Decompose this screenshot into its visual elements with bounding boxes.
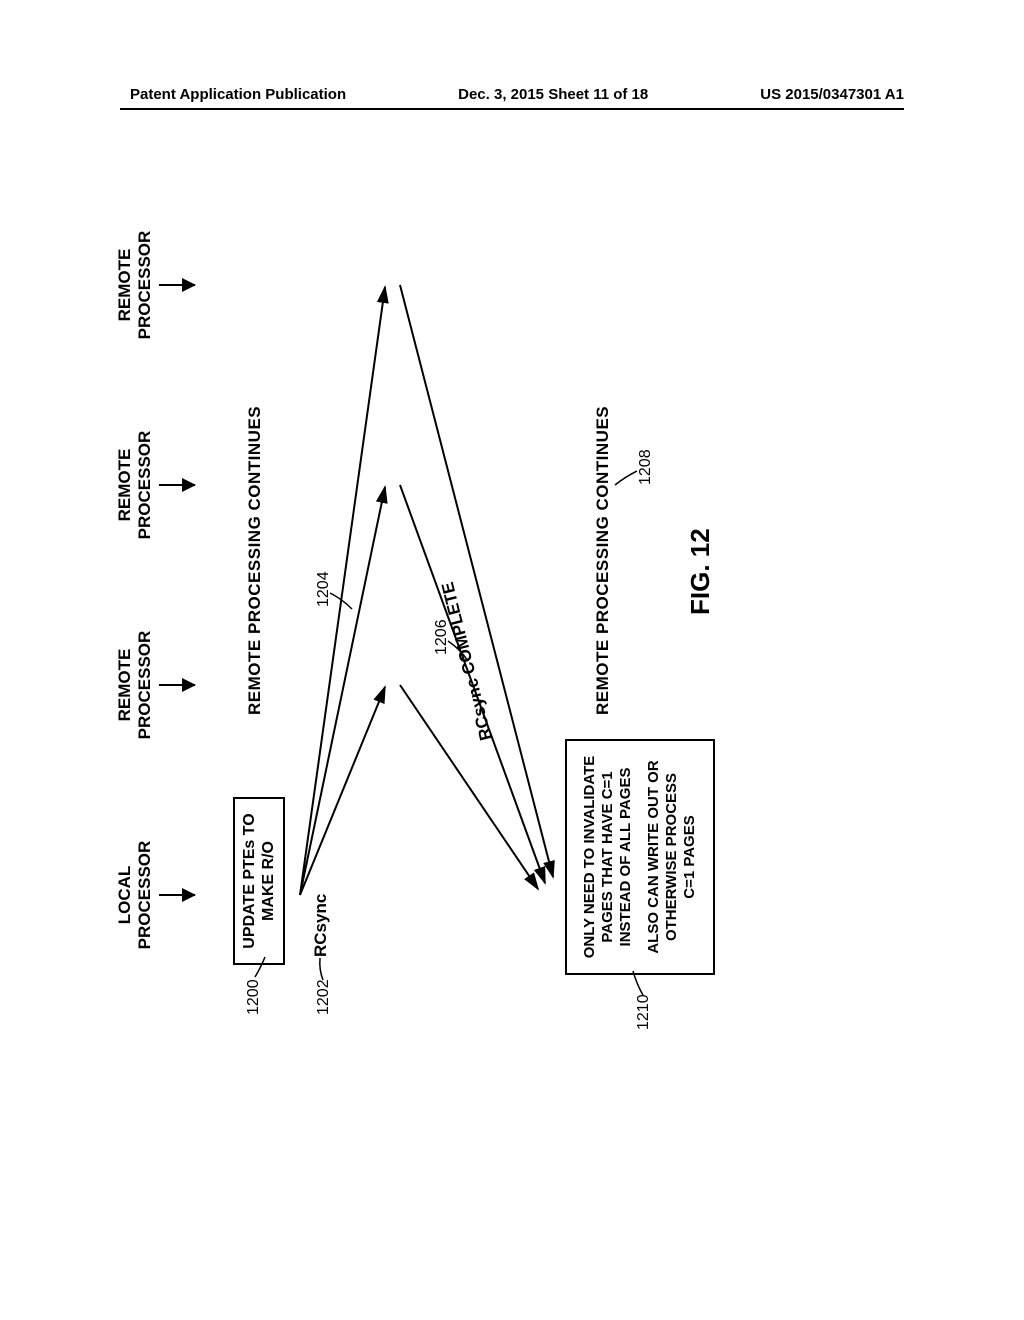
invalidate-box: ONLY NEED TO INVALIDATE PAGES THAT HAVE … xyxy=(565,739,715,975)
ref-1210: 1210 xyxy=(635,994,653,1030)
page-header: Patent Application Publication Dec. 3, 2… xyxy=(0,86,1024,103)
header-left: Patent Application Publication xyxy=(130,86,346,103)
header-center: Dec. 3, 2015 Sheet 11 of 18 xyxy=(458,86,648,103)
leader-1208 xyxy=(613,455,641,485)
remote-continues-bottom: REMOTE PROCESSING CONTINUES xyxy=(593,406,613,715)
figure-label: FIG. 12 xyxy=(685,528,716,615)
header-right: US 2015/0347301 A1 xyxy=(760,86,904,103)
header-rule xyxy=(120,108,904,110)
figure-12-diagram: LOCALPROCESSOR REMOTEPROCESSOR REMOTEPRO… xyxy=(115,275,915,985)
